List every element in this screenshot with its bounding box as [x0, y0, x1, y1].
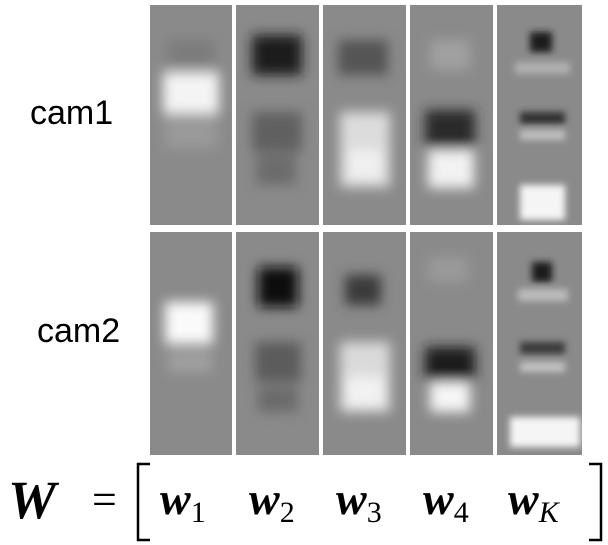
- term-subscript: 3: [367, 496, 382, 529]
- formula-term: w1: [160, 473, 206, 529]
- left-bracket: [138, 464, 150, 540]
- formula-equals: =: [92, 475, 117, 524]
- formula-lhs: W: [8, 470, 60, 530]
- row-label: cam2: [37, 312, 120, 350]
- term-subscript: 1: [191, 496, 206, 529]
- figure: cam1 cam2 W = w1w2w3w4wK: [0, 0, 608, 545]
- term-subscript: K: [538, 496, 561, 529]
- term-subscript: 4: [454, 496, 469, 529]
- formula-term: wK: [508, 473, 561, 529]
- term-base: w: [508, 473, 539, 524]
- row-label: cam1: [30, 94, 113, 132]
- term-base: w: [160, 473, 191, 524]
- formula-term: w3: [336, 473, 382, 529]
- term-base: w: [336, 473, 367, 524]
- filter-grid: [150, 5, 582, 455]
- page: {"labels": ["cam1", "cam2"], "formula": …: [0, 0, 608, 545]
- formula-term: w4: [423, 473, 469, 529]
- formula-term: w2: [249, 473, 295, 529]
- right-bracket: [589, 464, 601, 540]
- term-base: w: [423, 473, 454, 524]
- term-subscript: 2: [280, 496, 295, 529]
- term-base: w: [249, 473, 280, 524]
